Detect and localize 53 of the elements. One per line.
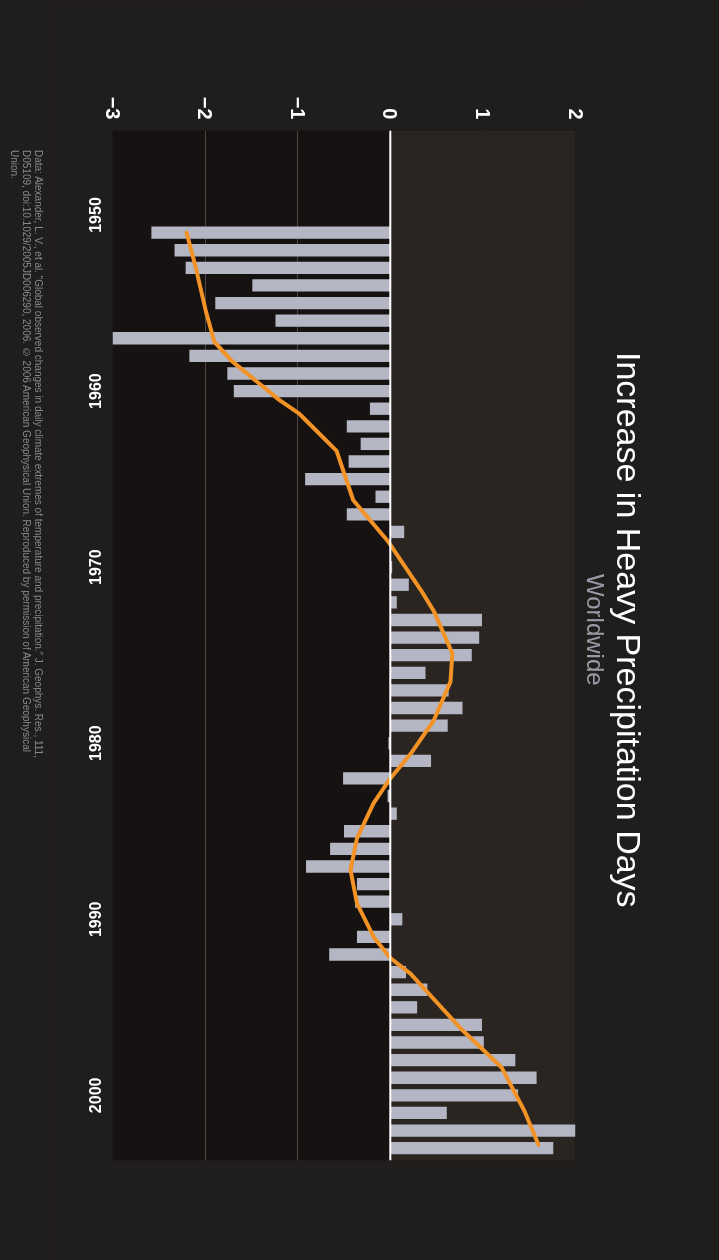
y-tick-label: 1960	[87, 373, 105, 409]
bar	[390, 1053, 516, 1067]
bar	[275, 314, 391, 327]
y-tick-label: 2000	[87, 1077, 105, 1114]
bar	[390, 1071, 537, 1084]
y-tick-label: 1980	[87, 725, 105, 762]
bar	[390, 1089, 519, 1102]
bar	[356, 877, 391, 891]
bar	[233, 384, 391, 398]
bar	[151, 226, 391, 239]
y-tick-label: 1990	[87, 901, 105, 938]
bar	[390, 1142, 554, 1155]
bar	[390, 1036, 484, 1049]
bar	[390, 578, 409, 591]
bar	[390, 613, 482, 627]
x-tick-label: −1	[286, 96, 309, 120]
bar	[390, 701, 463, 715]
bar	[252, 279, 391, 292]
x-tick-label: −2	[194, 96, 217, 120]
bar	[390, 666, 426, 679]
x-tick-label: 1	[471, 108, 494, 120]
bar	[185, 261, 391, 274]
text: Worldwide	[582, 574, 609, 686]
bar	[306, 860, 391, 873]
bar	[375, 490, 391, 503]
text: Data: Alexander, L. V., et al. “Global observed changes in daily climate extremes of temperature and precipitation.” J. Geophys. Res., 111, D05109, doi:10.1029/2005JD006290, 2006. © 2006 American Geophysical Union. Reproduced by permission of American Geophysical Union.	[8, 150, 44, 760]
bar	[390, 649, 472, 662]
bar	[390, 719, 448, 732]
x-tick-label: 2	[564, 108, 587, 120]
text: Increase in Heavy Precipitation Days	[609, 351, 649, 910]
bar	[390, 1018, 482, 1032]
bar	[215, 296, 391, 310]
bar	[343, 772, 391, 785]
bar	[174, 244, 391, 257]
bar	[390, 1124, 576, 1137]
bar	[360, 437, 391, 451]
bar	[390, 525, 405, 539]
bar	[390, 1106, 447, 1120]
bar	[189, 349, 391, 363]
y-tick-label: 1950	[87, 197, 105, 233]
x-tick-label: 0	[379, 108, 402, 120]
bar	[305, 472, 391, 486]
bar	[369, 402, 391, 415]
y-tick-label: 1970	[87, 549, 105, 585]
bar	[227, 367, 391, 380]
bar	[348, 455, 391, 468]
x-tick-label: −3	[101, 96, 124, 120]
bar	[346, 420, 391, 433]
bar	[390, 1001, 418, 1014]
bar	[390, 631, 480, 644]
bar	[112, 332, 391, 345]
bar	[329, 948, 391, 961]
bar	[390, 684, 449, 697]
